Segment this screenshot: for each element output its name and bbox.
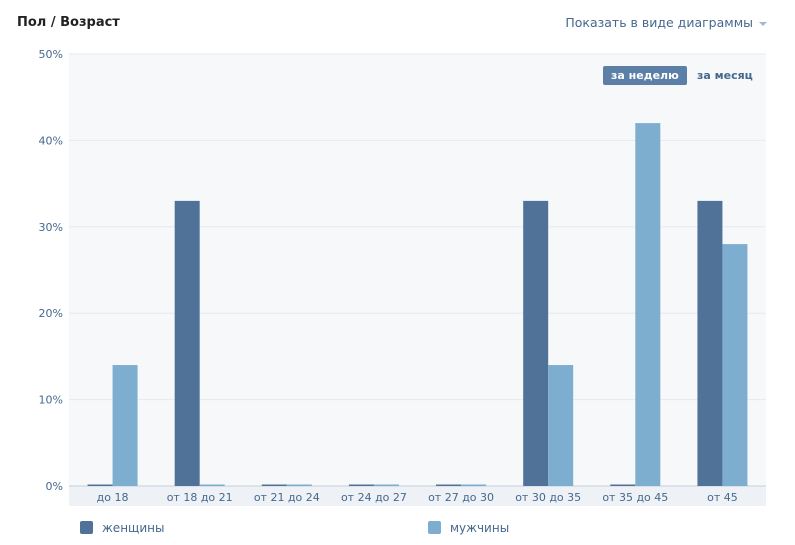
legend-women[interactable]: женщины [80, 521, 164, 535]
bar-women [174, 200, 200, 486]
y-tick-label: 50% [39, 48, 63, 61]
section-title: Пол / Возраст [17, 15, 120, 30]
x-tick-label: до 18 [97, 491, 129, 504]
x-tick-label: от 45 [707, 491, 738, 504]
x-tick-label: от 30 до 35 [515, 491, 581, 504]
chevron-down-icon [759, 21, 767, 26]
bar-men [112, 365, 138, 486]
bar-men [635, 123, 661, 487]
bar-women [261, 484, 287, 486]
bar-men [722, 244, 748, 486]
x-tick-label: от 24 до 27 [341, 491, 407, 504]
bar-men [548, 365, 574, 486]
legend-men[interactable]: мужчины [428, 521, 509, 535]
bar-women [87, 484, 113, 486]
y-tick-label: 30% [39, 221, 63, 234]
x-tick-label: от 18 до 21 [167, 491, 233, 504]
bar-men [373, 484, 399, 486]
bar-women [523, 200, 549, 486]
y-tick-label: 40% [39, 134, 63, 147]
bar-women [697, 200, 723, 486]
y-tick-label: 10% [39, 394, 63, 407]
x-tick-label: от 35 до 45 [602, 491, 668, 504]
legend-women-swatch [80, 521, 93, 534]
bar-women [436, 484, 462, 486]
x-tick-label: от 21 до 24 [254, 491, 320, 504]
legend-men-label: мужчины [450, 521, 510, 535]
y-tick-label: 20% [39, 307, 63, 320]
legend-women-label: женщины [102, 521, 165, 535]
x-axis-band [69, 486, 766, 506]
x-tick-label: от 27 до 30 [428, 491, 494, 504]
y-tick-label: 0% [46, 480, 63, 493]
view-toggle-label: Показать в виде диаграммы [565, 15, 753, 30]
bar-women [610, 484, 636, 486]
plot-area [69, 54, 766, 486]
bar-men [286, 484, 312, 486]
bar-men [461, 484, 487, 486]
period-month-button[interactable]: за месяц [697, 69, 753, 82]
legend-men-swatch [428, 521, 441, 534]
show-as-diagram-toggle[interactable]: Показать в виде диаграммы [565, 15, 767, 30]
bar-women [348, 484, 374, 486]
period-week-button[interactable]: за неделю [603, 66, 687, 85]
bar-men [199, 484, 225, 486]
